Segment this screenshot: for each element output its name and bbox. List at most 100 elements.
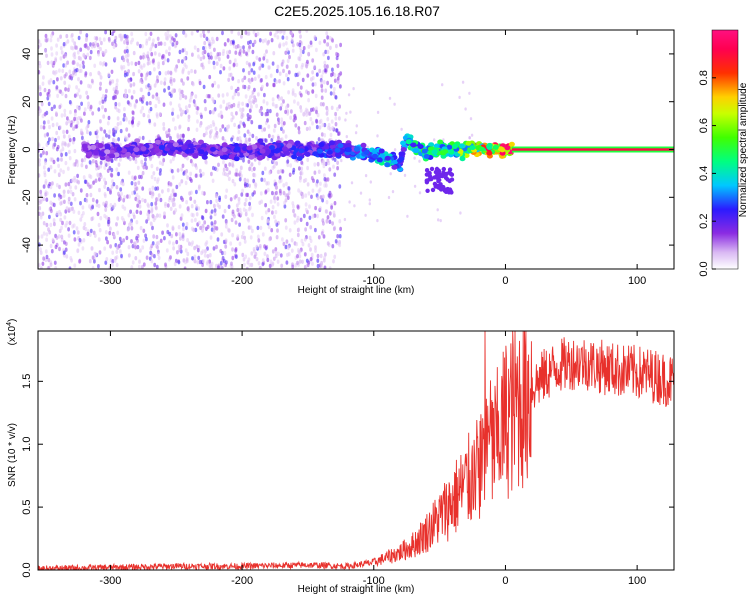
noise-mark: [270, 228, 274, 233]
noise-mark: [242, 68, 245, 73]
noise-mark: [272, 51, 276, 56]
noise-mark: [174, 208, 178, 213]
noise-mark: [330, 72, 333, 78]
noise-mark: [227, 104, 231, 110]
snr-background: [38, 331, 674, 570]
noise-mark: [194, 94, 198, 99]
band-mark: [93, 150, 99, 156]
noise-mark: [85, 33, 89, 38]
noise-mark: [292, 208, 295, 214]
noise-mark: [178, 182, 182, 187]
noise-mark: [196, 30, 199, 33]
noise-mark: [50, 52, 54, 57]
noise-mark: [196, 260, 200, 265]
noise-mark: [107, 219, 110, 225]
noise-mark: [271, 190, 274, 196]
noise-mark: [184, 95, 188, 100]
noise-mark: [130, 95, 134, 100]
noise-mark: [327, 55, 330, 61]
noise-mark: [258, 57, 262, 62]
noise-mark: [347, 93, 351, 97]
y-tick-label: 40: [21, 48, 33, 60]
noise-mark: [202, 84, 206, 90]
noise-mark: [290, 109, 293, 114]
band-mark: [334, 152, 341, 158]
noise-mark: [248, 166, 252, 172]
noise-mark: [294, 93, 297, 98]
noise-mark: [42, 125, 46, 130]
noise-mark: [142, 165, 146, 170]
noise-mark: [141, 197, 145, 203]
noise-mark: [196, 47, 200, 53]
noise-mark: [393, 102, 396, 106]
noise-mark: [393, 148, 397, 152]
noise-mark: [190, 68, 194, 74]
noise-mark: [307, 191, 311, 196]
noise-mark: [329, 45, 332, 50]
noise-mark: [251, 90, 255, 95]
band-mark: [492, 144, 499, 150]
noise-mark: [56, 93, 59, 99]
spectrogram-marks: [38, 30, 674, 269]
noise-mark: [157, 61, 161, 66]
noise-mark: [239, 45, 243, 51]
noise-mark: [158, 52, 161, 57]
noise-mark: [153, 254, 156, 259]
noise-mark: [43, 172, 47, 178]
noise-mark: [269, 73, 273, 78]
noise-mark: [213, 211, 217, 217]
noise-mark: [53, 260, 57, 265]
noise-mark: [186, 156, 189, 161]
noise-mark: [176, 168, 180, 173]
noise-mark: [130, 239, 133, 244]
snr-x-label: Height of straight line (km): [298, 584, 415, 595]
noise-mark: [98, 37, 102, 42]
noise-mark: [141, 55, 145, 60]
noise-mark: [85, 164, 88, 169]
noise-mark: [224, 194, 228, 199]
noise-mark: [325, 111, 329, 116]
noise-mark: [336, 160, 339, 165]
noise-mark: [179, 216, 183, 221]
noise-mark: [45, 142, 49, 147]
noise-mark: [150, 174, 154, 180]
noise-mark: [267, 124, 271, 129]
noise-mark: [187, 70, 191, 76]
noise-mark: [307, 90, 310, 96]
noise-mark: [277, 251, 280, 256]
band-mark: [392, 159, 398, 165]
noise-mark: [49, 165, 53, 170]
noise-mark: [177, 225, 181, 230]
noise-mark: [45, 53, 48, 58]
noise-mark: [224, 238, 228, 243]
noise-mark: [251, 228, 254, 234]
noise-mark: [209, 215, 213, 220]
noise-mark: [289, 163, 292, 168]
noise-mark: [200, 114, 203, 120]
colorbar-tick-label: 0.8: [698, 70, 710, 85]
noise-mark: [311, 82, 315, 87]
noise-mark: [156, 186, 160, 191]
noise-mark: [326, 215, 330, 220]
noise-mark: [59, 76, 63, 81]
noise-mark: [237, 103, 240, 109]
noise-mark: [298, 178, 302, 183]
noise-mark: [197, 220, 201, 225]
noise-mark: [147, 56, 150, 62]
band-mark: [442, 149, 448, 155]
noise-mark: [63, 108, 67, 114]
noise-mark: [309, 257, 313, 262]
noise-mark: [219, 63, 223, 69]
noise-mark: [238, 241, 242, 246]
noise-mark: [252, 100, 256, 105]
noise-mark: [252, 61, 256, 67]
noise-mark: [330, 205, 333, 210]
noise-mark: [203, 99, 207, 104]
noise-mark: [126, 194, 129, 199]
noise-mark: [119, 240, 123, 245]
noise-mark: [205, 131, 208, 136]
noise-mark: [72, 223, 76, 228]
band-mark: [434, 171, 440, 176]
noise-mark: [99, 160, 103, 165]
noise-mark: [102, 201, 106, 206]
